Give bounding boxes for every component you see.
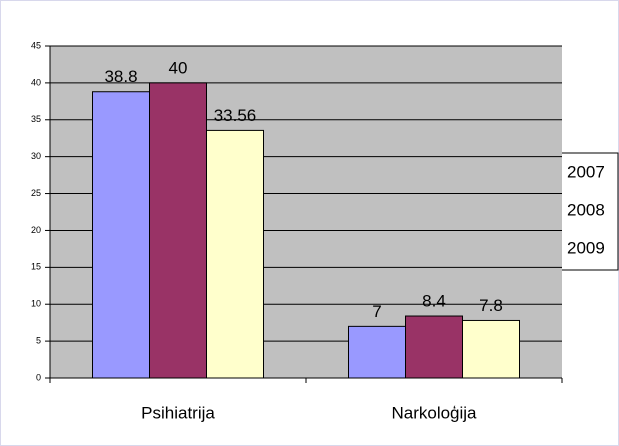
y-tick-label: 45 — [31, 40, 41, 50]
y-tick-label: 40 — [31, 77, 41, 87]
bar — [348, 325, 406, 379]
value-label: 40 — [169, 58, 188, 77]
value-label: 7.8 — [479, 296, 503, 315]
y-tick-label: 30 — [31, 151, 41, 161]
legend-label: 2008 — [567, 200, 605, 219]
value-label: 33.56 — [214, 106, 257, 125]
x-tick-label: Psihiatrija — [141, 403, 215, 422]
bar — [206, 129, 264, 379]
legend-label: 2007 — [567, 162, 605, 181]
x-tick-label: Narkoloģija — [391, 403, 477, 422]
value-label: 7 — [372, 302, 381, 321]
bar — [92, 91, 150, 379]
bar — [462, 319, 520, 379]
bar — [405, 315, 463, 379]
y-tick-label: 20 — [31, 225, 41, 235]
y-tick-label: 15 — [31, 262, 41, 272]
bar — [149, 82, 207, 379]
legend-label: 2009 — [567, 238, 605, 257]
y-tick-label: 0 — [36, 372, 41, 382]
y-tick-label: 25 — [31, 188, 41, 198]
y-tick-label: 35 — [31, 114, 41, 124]
value-label: 38.8 — [104, 67, 137, 86]
y-tick-label: 5 — [36, 335, 41, 345]
value-label: 8.4 — [422, 292, 446, 311]
y-tick-label: 10 — [31, 299, 41, 309]
